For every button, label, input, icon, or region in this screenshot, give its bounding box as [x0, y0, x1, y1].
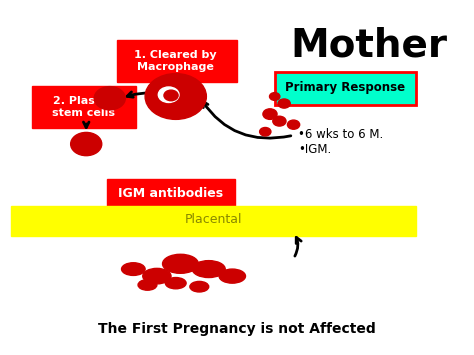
Circle shape	[164, 90, 178, 101]
Circle shape	[145, 73, 206, 119]
Text: •6 wks to 6 M.
•IGM.: •6 wks to 6 M. •IGM.	[298, 128, 383, 156]
FancyBboxPatch shape	[11, 206, 416, 236]
Text: Mother: Mother	[291, 26, 447, 64]
FancyBboxPatch shape	[117, 40, 237, 82]
Circle shape	[263, 109, 277, 119]
Ellipse shape	[138, 280, 157, 290]
Ellipse shape	[143, 268, 171, 284]
Circle shape	[260, 127, 271, 136]
Circle shape	[270, 93, 280, 100]
Ellipse shape	[163, 254, 198, 273]
Circle shape	[158, 87, 179, 103]
Text: 2. Plasma
stem cells: 2. Plasma stem cells	[52, 96, 115, 118]
FancyBboxPatch shape	[32, 86, 136, 128]
Circle shape	[278, 99, 290, 108]
Text: IGM antibodies: IGM antibodies	[118, 187, 224, 200]
Ellipse shape	[165, 278, 186, 289]
Text: Primary Response: Primary Response	[285, 81, 405, 94]
Text: 1. Cleared by
Macrophage: 1. Cleared by Macrophage	[135, 50, 217, 72]
Ellipse shape	[219, 269, 246, 283]
Circle shape	[273, 116, 286, 126]
Ellipse shape	[192, 261, 225, 278]
Text: The First Pregnancy is not Affected: The First Pregnancy is not Affected	[98, 322, 376, 336]
Circle shape	[94, 87, 125, 110]
Circle shape	[287, 120, 300, 129]
Ellipse shape	[121, 263, 145, 275]
Circle shape	[71, 132, 102, 155]
Ellipse shape	[190, 282, 209, 292]
FancyBboxPatch shape	[275, 72, 416, 105]
FancyBboxPatch shape	[108, 179, 235, 207]
Text: Placental: Placental	[185, 213, 242, 226]
